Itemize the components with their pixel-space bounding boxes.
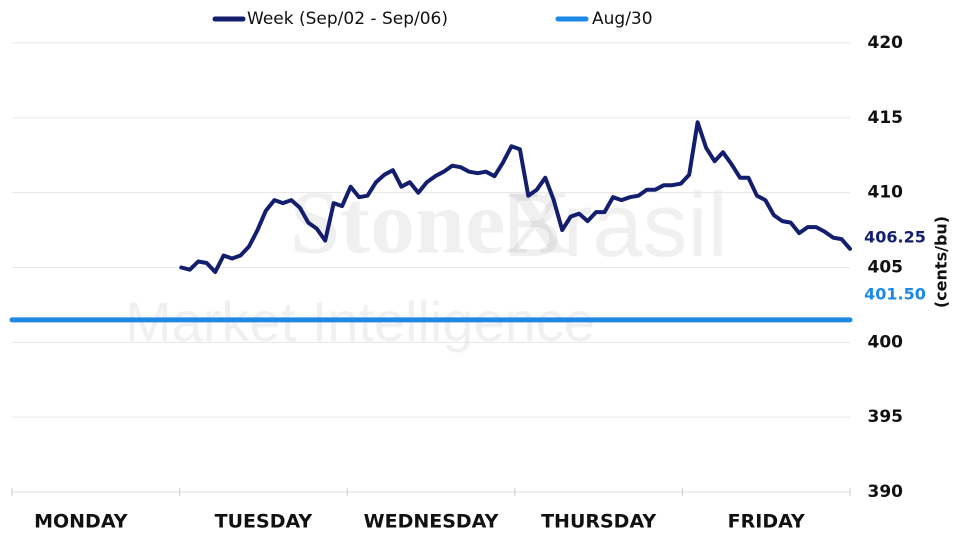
value-label: 401.50 (864, 284, 926, 303)
x-tick-label: MONDAY (34, 511, 128, 533)
x-tick-label: THURSDAY (541, 511, 656, 533)
watermark-brand: StoneX (290, 174, 570, 273)
x-tick-label: TUESDAY (215, 511, 313, 533)
value-label: 406.25 (864, 227, 926, 246)
y-tick-label: 410 (868, 183, 904, 203)
y-tick-label: 400 (868, 332, 904, 352)
y-tick-label: 390 (868, 482, 904, 502)
x-tick-label: FRIDAY (728, 511, 805, 533)
y-axis-label: (cents/bu) (932, 216, 951, 308)
legend-label: Week (Sep/02 - Sep/06) (247, 9, 448, 29)
y-tick-label: 405 (868, 258, 904, 278)
y-tick-label: 395 (868, 407, 904, 427)
y-tick-label: 420 (868, 33, 904, 53)
x-tick-label: WEDNESDAY (364, 511, 499, 533)
y-tick-label: 415 (868, 108, 904, 128)
series-line (179, 120, 852, 274)
legend-label: Aug/30 (592, 9, 653, 29)
